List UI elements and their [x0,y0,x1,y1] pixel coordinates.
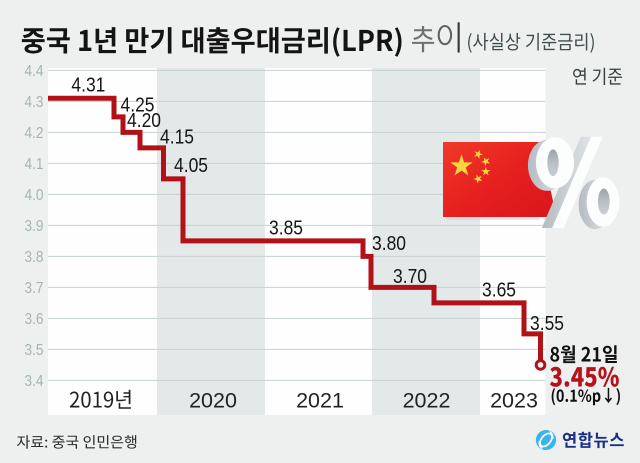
svg-text:2023: 2023 [490,389,538,413]
svg-text:3.6: 3.6 [25,311,44,328]
svg-text:2021: 2021 [296,389,344,413]
svg-text:4.0: 4.0 [25,187,44,204]
svg-text:4.25: 4.25 [121,95,155,117]
svg-text:3.65: 3.65 [482,280,516,302]
svg-text:4.05: 4.05 [174,155,208,177]
svg-text:4.15: 4.15 [160,127,194,149]
svg-text:4.20: 4.20 [127,110,161,132]
svg-text:3.80: 3.80 [372,233,406,255]
svg-text:3.55: 3.55 [530,313,564,335]
svg-text:4.3: 4.3 [25,94,44,111]
svg-text:3.9: 3.9 [25,218,44,235]
svg-text:4.4: 4.4 [25,63,44,80]
svg-text:4.31: 4.31 [71,74,105,96]
svg-text:3.5: 3.5 [25,342,44,359]
svg-text:3.7: 3.7 [25,280,44,297]
svg-text:3.4: 3.4 [25,373,44,390]
svg-text:2020: 2020 [189,389,237,413]
svg-text:3.70: 3.70 [393,266,427,288]
svg-text:2022: 2022 [403,389,451,413]
svg-text:4.2: 4.2 [25,125,44,142]
svg-text:3.8: 3.8 [25,249,44,266]
svg-text:3.85: 3.85 [269,218,303,240]
svg-text:4.1: 4.1 [25,156,44,173]
